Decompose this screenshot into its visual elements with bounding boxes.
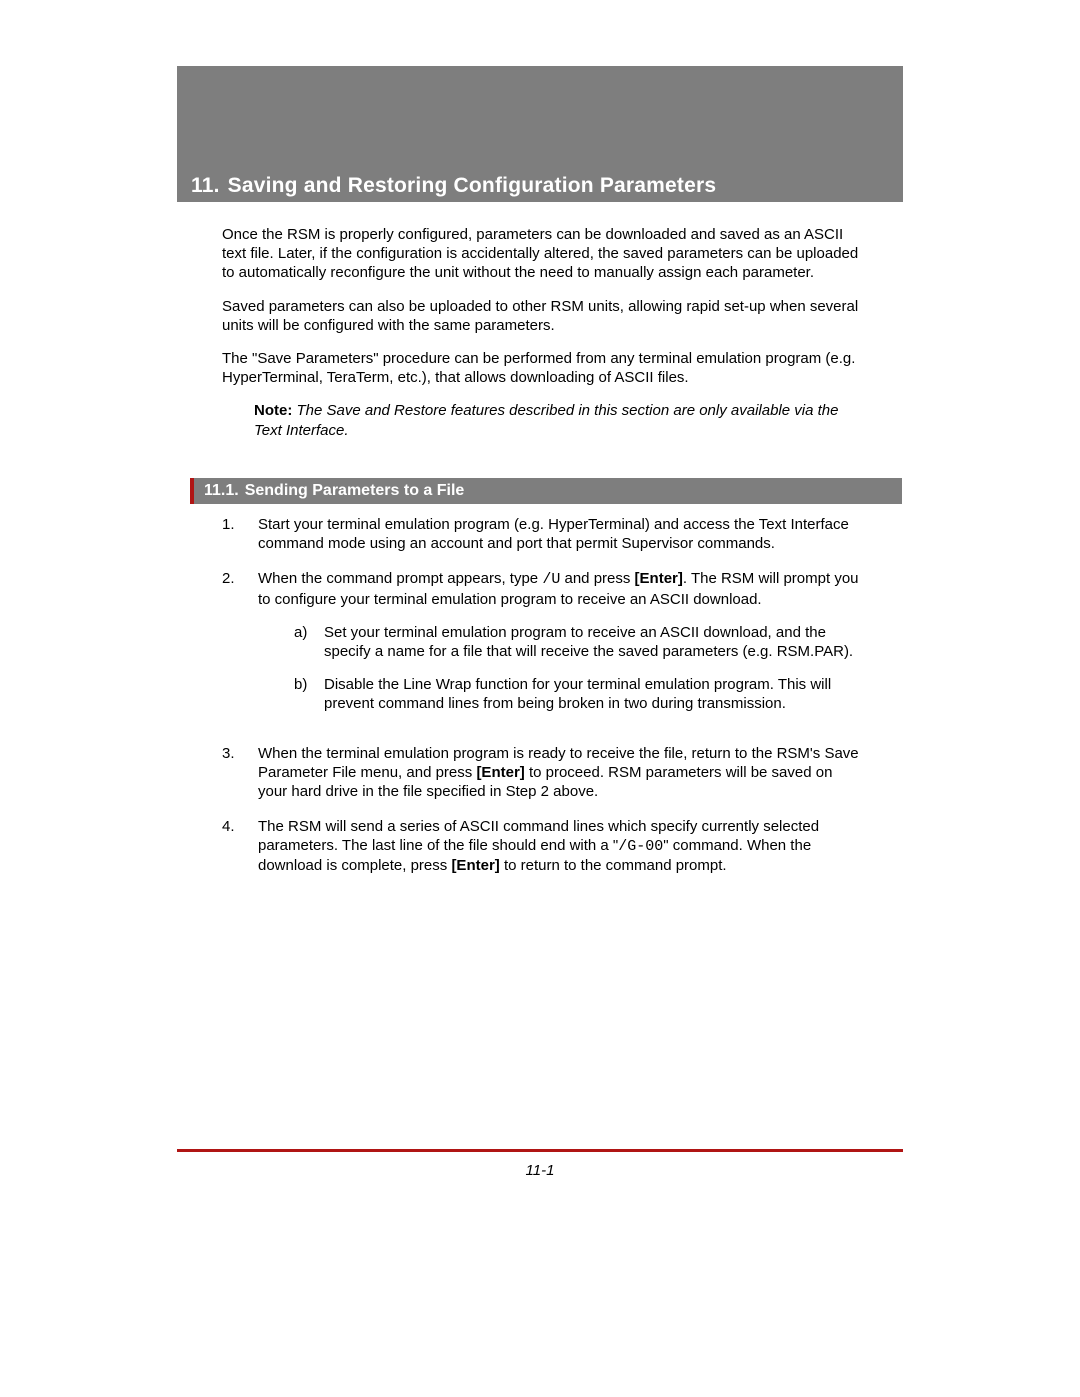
section-heading-bar: 11.1. Sending Parameters to a File xyxy=(190,478,902,504)
footer-rule xyxy=(177,1149,903,1152)
key-label: [Enter] xyxy=(635,570,683,587)
command-text: /U xyxy=(542,571,560,588)
page-number: 11-1 xyxy=(0,1162,1080,1179)
step-text: Start your terminal emulation program (e… xyxy=(258,515,864,553)
step-text-part: to return to the command prompt. xyxy=(500,857,727,874)
section-number: 11.1. xyxy=(204,482,239,500)
command-text: /G-00 xyxy=(618,838,663,855)
key-label: [Enter] xyxy=(476,764,524,781)
chapter-title: Saving and Restoring Configuration Param… xyxy=(228,174,717,198)
substeps-list: a) Set your terminal emulation program t… xyxy=(294,623,864,714)
step-text-part: When the command prompt appears, type xyxy=(258,570,542,587)
substep-item: b) Disable the Line Wrap function for yo… xyxy=(294,675,864,713)
section-title: Sending Parameters to a File xyxy=(245,482,465,500)
step-number: 4. xyxy=(222,817,258,876)
substep-text: Disable the Line Wrap function for your … xyxy=(324,675,864,713)
substep-number: b) xyxy=(294,675,324,713)
step-number: 2. xyxy=(222,569,258,727)
step-item: 1. Start your terminal emulation program… xyxy=(222,515,864,553)
step-item: 2. When the command prompt appears, type… xyxy=(222,569,864,727)
substep-item: a) Set your terminal emulation program t… xyxy=(294,623,864,661)
intro-paragraph: The "Save Parameters" procedure can be p… xyxy=(222,349,864,387)
note-block: Note: The Save and Restore features desc… xyxy=(254,401,854,439)
page: 11. Saving and Restoring Configuration P… xyxy=(0,0,1080,1397)
step-text: When the terminal emulation program is r… xyxy=(258,744,864,802)
note-label: Note: xyxy=(254,402,292,419)
substep-text: Set your terminal emulation program to r… xyxy=(324,623,864,661)
step-text: When the command prompt appears, type /U… xyxy=(258,569,864,727)
intro-paragraph: Once the RSM is properly configured, par… xyxy=(222,225,864,283)
note-text: The Save and Restore features described … xyxy=(254,402,838,438)
chapter-number: 11. xyxy=(191,174,220,198)
step-text-part: and press xyxy=(560,570,634,587)
step-number: 3. xyxy=(222,744,258,802)
step-number: 1. xyxy=(222,515,258,553)
steps-list: 1. Start your terminal emulation program… xyxy=(222,515,864,892)
intro-paragraph: Saved parameters can also be uploaded to… xyxy=(222,297,864,335)
key-label: [Enter] xyxy=(451,857,499,874)
chapter-heading-bar: 11. Saving and Restoring Configuration P… xyxy=(177,170,903,202)
substep-number: a) xyxy=(294,623,324,661)
intro-content: Once the RSM is properly configured, par… xyxy=(222,225,864,458)
step-item: 3. When the terminal emulation program i… xyxy=(222,744,864,802)
step-item: 4. The RSM will send a series of ASCII c… xyxy=(222,817,864,876)
step-text: The RSM will send a series of ASCII comm… xyxy=(258,817,864,876)
